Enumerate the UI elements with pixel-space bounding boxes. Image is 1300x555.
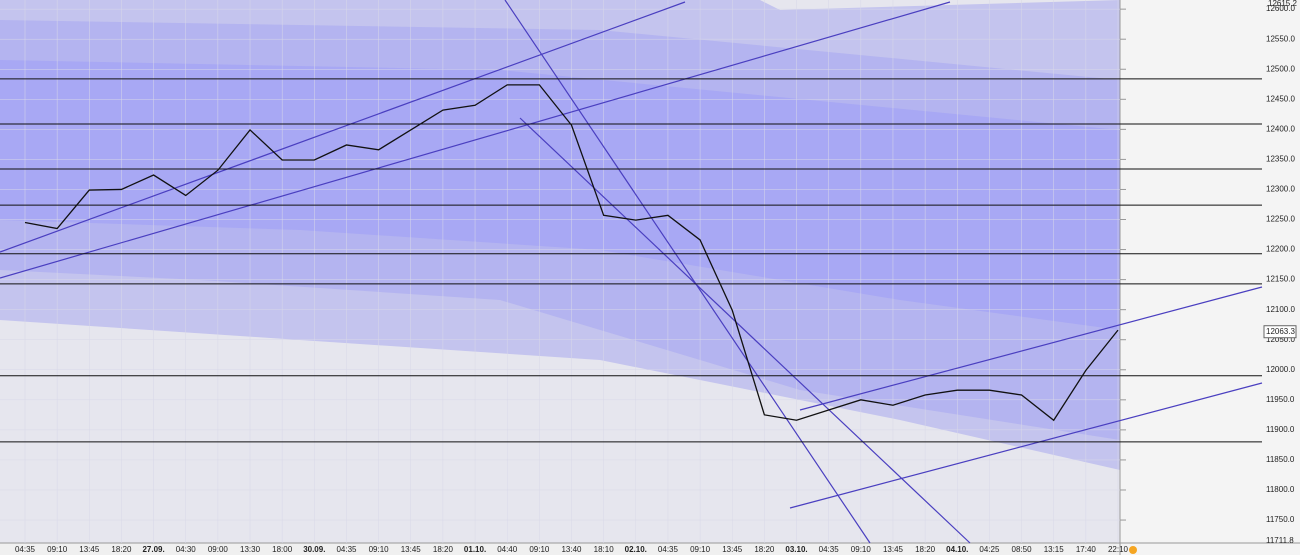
x-tick-label: 13:45 bbox=[883, 545, 904, 554]
x-tick-label: 27.09. bbox=[142, 545, 164, 554]
y-tick-label: 12000.0 bbox=[1266, 365, 1295, 374]
x-tick-label: 13:15 bbox=[1044, 545, 1065, 554]
y-tick-label: 12350.0 bbox=[1266, 155, 1295, 164]
x-tick-label: 04:40 bbox=[497, 545, 518, 554]
x-tick-label: 30.09. bbox=[303, 545, 325, 554]
x-tick-label: 04:35 bbox=[336, 545, 357, 554]
x-tick-label: 22:10 bbox=[1108, 545, 1129, 554]
price-line bbox=[24, 84, 1119, 422]
x-tick-label: 09:10 bbox=[851, 545, 872, 554]
x-tick-label: 01.10. bbox=[464, 545, 486, 554]
x-tick-label: 03.10. bbox=[785, 545, 807, 554]
x-tick-label: 13:45 bbox=[722, 545, 743, 554]
x-tick-label: 09:10 bbox=[47, 545, 68, 554]
y-tick-label: 12050.0 bbox=[1266, 335, 1295, 344]
x-tick-label: 04:25 bbox=[979, 545, 1000, 554]
last-price-label: 12063.3 bbox=[1266, 327, 1295, 336]
y-tick-label: 11750.0 bbox=[1266, 515, 1295, 524]
y-tick-label: 11850.0 bbox=[1266, 455, 1295, 464]
y-tick-label: 12100.0 bbox=[1266, 305, 1295, 314]
y-tick-label: 12200.0 bbox=[1266, 245, 1295, 254]
y-tick-label: 12450.0 bbox=[1266, 94, 1295, 103]
y-tick-label: 11800.0 bbox=[1266, 485, 1295, 494]
x-tick-label: 18:00 bbox=[272, 545, 293, 554]
x-tick-label: 13:45 bbox=[79, 545, 100, 554]
x-tick-label: 02.10. bbox=[625, 545, 647, 554]
last-price-box bbox=[1263, 325, 1297, 339]
y-max-label: 12615.2 bbox=[1268, 0, 1297, 8]
x-tick-label: 08:50 bbox=[1012, 545, 1033, 554]
x-tick-label: 18:20 bbox=[754, 545, 775, 554]
x-tick-label: 13:45 bbox=[401, 545, 422, 554]
x-tick-label: 18:10 bbox=[594, 545, 615, 554]
y-tick-label: 12300.0 bbox=[1266, 185, 1295, 194]
y-tick-label: 12550.0 bbox=[1266, 34, 1295, 43]
x-tick-label: 09:10 bbox=[369, 545, 390, 554]
x-tick-label: 18:20 bbox=[433, 545, 454, 554]
y-tick-label: 12250.0 bbox=[1266, 215, 1295, 224]
y-tick-label: 11900.0 bbox=[1266, 425, 1295, 434]
y-min-label: 11711.8 bbox=[1266, 536, 1294, 545]
x-tick-label: 09:00 bbox=[208, 545, 229, 554]
x-tick-label: 13:30 bbox=[240, 545, 261, 554]
marks bbox=[0, 78, 1262, 443]
x-tick-label: 04:30 bbox=[176, 545, 197, 554]
y-tick-label: 12500.0 bbox=[1266, 64, 1295, 73]
x-tick-label: 04:35 bbox=[658, 545, 679, 554]
trend-lines bbox=[0, 0, 1263, 544]
x-tick-label: 13:40 bbox=[561, 545, 582, 554]
x-tick-label: 17:40 bbox=[1076, 545, 1097, 554]
x-tick-label: 09:10 bbox=[690, 545, 711, 554]
status-dot bbox=[1129, 546, 1137, 554]
grid bbox=[0, 0, 1120, 543]
y-tick-label: 12400.0 bbox=[1266, 124, 1295, 133]
x-tick-label: 18:20 bbox=[915, 545, 936, 554]
x-tick-label: 18:20 bbox=[111, 545, 132, 554]
y-tick-label: 12150.0 bbox=[1266, 275, 1295, 284]
x-tick-label: 04:35 bbox=[819, 545, 840, 554]
y-tick-label: 12600.0 bbox=[1266, 4, 1295, 13]
y-tick-label: 11950.0 bbox=[1266, 395, 1295, 404]
x-tick-label: 09:10 bbox=[529, 545, 550, 554]
x-tick-label: 04.10. bbox=[946, 545, 968, 554]
x-tick-label: 04:35 bbox=[15, 545, 36, 554]
